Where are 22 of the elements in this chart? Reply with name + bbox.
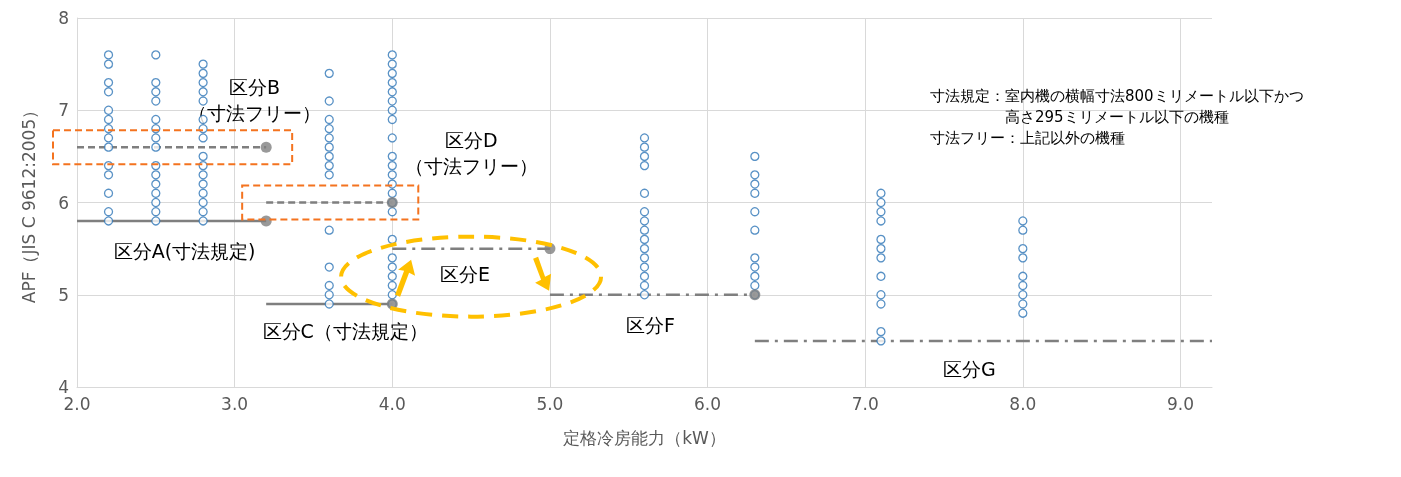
x-axis-title: 定格冷房能力（kW）: [563, 427, 726, 448]
y-tick-label: 6: [58, 192, 69, 213]
annotation: 区分C（寸法規定）: [262, 319, 428, 342]
x-tick-label: 8.0: [1009, 393, 1037, 414]
y-axis-title: APF（JIS C 9612:2005）: [18, 101, 39, 304]
y-tick-label: 5: [58, 284, 69, 305]
point: [260, 141, 272, 153]
annotation: 区分G: [943, 357, 996, 380]
x-tick-label: 6.0: [694, 393, 722, 414]
x-tick-label: 7.0: [851, 393, 879, 414]
y-tick-label: 7: [58, 100, 69, 121]
x-tick-label: 4.0: [378, 393, 406, 414]
y-tick-label: 8: [58, 8, 69, 28]
annotation: 区分D （寸法フリー）: [404, 128, 538, 177]
annotation: 寸法フリー：上記以外の機種: [930, 128, 1126, 149]
annotation: 寸法規定：室内機の横幅寸法800ミリメートル以下かつ高さ295ミリメートル以下の機種: [930, 86, 1305, 128]
annotation: 区分A(寸法規定): [113, 239, 256, 262]
annotation: 区分E: [440, 262, 491, 285]
annotation: 区分F: [625, 313, 675, 336]
x-tick-label: 9.0: [1166, 393, 1194, 414]
x-tick-label: 5.0: [536, 393, 564, 414]
x-tick-label: 3.0: [221, 393, 249, 414]
